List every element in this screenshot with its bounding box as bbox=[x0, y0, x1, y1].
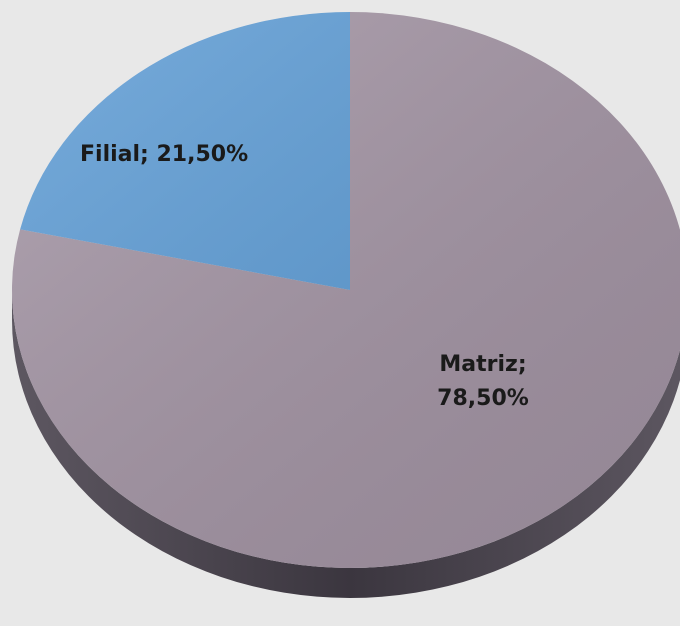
data-label: Filial; 21,50% bbox=[80, 142, 249, 167]
data-label: Matriz; 78,50% bbox=[437, 352, 529, 411]
